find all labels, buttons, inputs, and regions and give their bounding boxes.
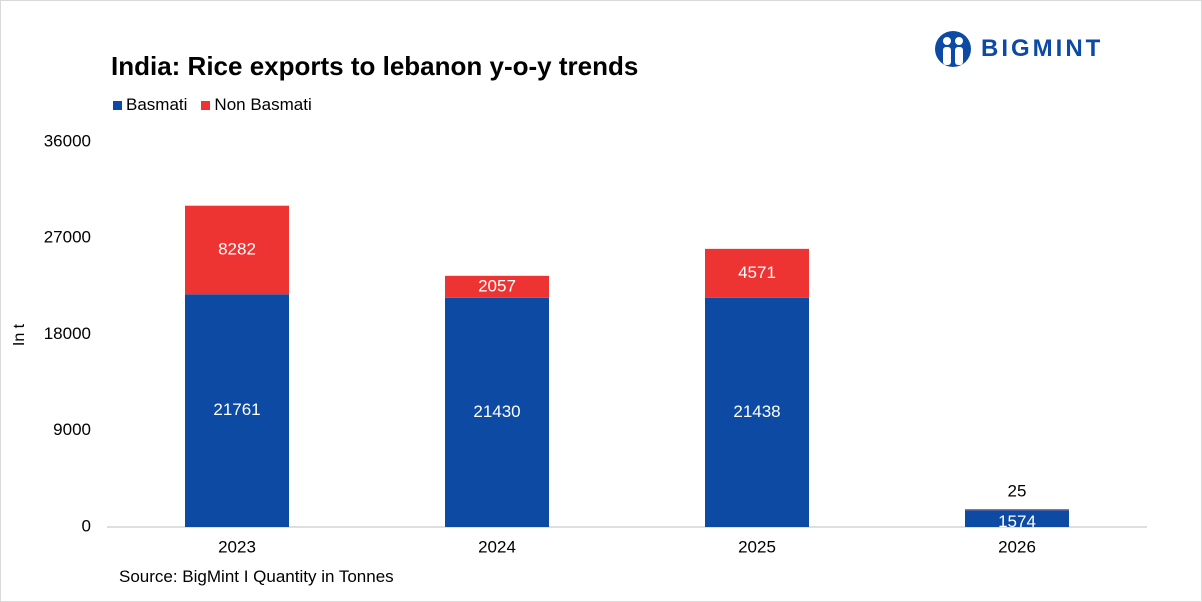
legend-swatch-basmati	[113, 100, 122, 110]
data-label-non-basmati-2025: 4571	[738, 263, 776, 282]
bar-non-basmati-2024	[445, 275, 549, 298]
y-tick-label-36000: 36000	[44, 131, 91, 150]
bar-non-basmati-2025	[705, 248, 809, 298]
bigmint-logo-icon	[935, 31, 971, 67]
y-tick-label-9000: 9000	[53, 420, 91, 439]
data-label-non-basmati-2026: 25	[1008, 481, 1027, 500]
data-label-basmati-2026: 1574	[998, 512, 1036, 531]
source-note: Source: BigMint I Quantity in Tonnes	[119, 567, 394, 586]
bar-basmati-2025	[705, 297, 809, 527]
data-label-basmati-2025: 21438	[733, 402, 780, 421]
bar-basmati-2023	[185, 294, 289, 527]
data-label-non-basmati-2024: 2057	[478, 276, 516, 295]
x-tick-label-2024: 2024	[478, 537, 516, 556]
x-tick-label-2026: 2026	[998, 537, 1036, 556]
y-tick-label-18000: 18000	[44, 324, 91, 343]
legend-swatch-non-basmati	[201, 100, 211, 110]
chart-legend: Basmati Non Basmati	[113, 95, 326, 115]
legend-item-non-basmati: Non Basmati	[201, 95, 312, 115]
y-tick-label-27000: 27000	[44, 228, 91, 247]
x-tick-label-2025: 2025	[738, 537, 776, 556]
data-label-non-basmati-2023: 8282	[218, 239, 256, 258]
y-axis-label: In t	[11, 323, 28, 346]
bar-basmati-2026	[965, 510, 1069, 527]
legend-label-non-basmati: Non Basmati	[214, 95, 312, 114]
x-tick-label-2023: 2023	[218, 537, 256, 556]
bar-non-basmati-2023	[185, 205, 289, 295]
bigmint-logo-text: BIGMINT	[981, 35, 1104, 62]
legend-item-basmati: Basmati	[113, 95, 187, 115]
y-tick-label-0: 0	[82, 516, 91, 535]
bar-non-basmati-2026	[965, 509, 1069, 511]
bar-basmati-2024	[445, 297, 549, 527]
data-label-basmati-2024: 21430	[473, 402, 520, 421]
legend-label-basmati: Basmati	[126, 95, 188, 114]
data-label-basmati-2023: 21761	[213, 400, 260, 419]
bigmint-logo: BIGMINT	[933, 29, 1103, 69]
chart-title: India: Rice exports to lebanon y-o-y tre…	[111, 51, 639, 81]
